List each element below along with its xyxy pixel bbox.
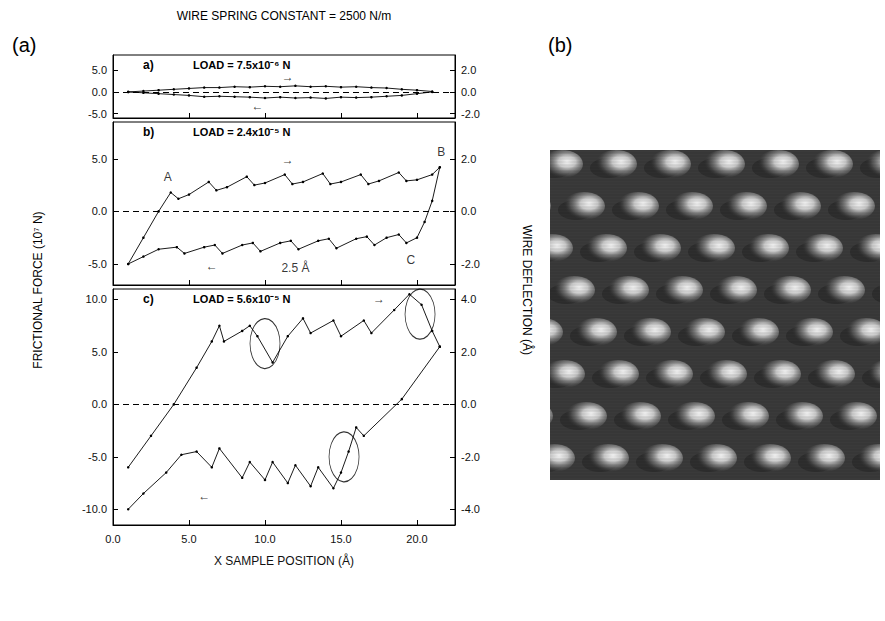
svg-text:X SAMPLE POSITION (Å): X SAMPLE POSITION (Å) <box>214 553 354 568</box>
svg-text:-4.0: -4.0 <box>461 503 480 515</box>
svg-text:20.0: 20.0 <box>406 533 427 545</box>
svg-text:5.0: 5.0 <box>181 533 196 545</box>
svg-text:-5.0: -5.0 <box>88 258 107 270</box>
svg-text:10.0: 10.0 <box>86 293 107 305</box>
svg-text:→: → <box>373 292 385 306</box>
svg-text:(a): (a) <box>12 34 36 56</box>
svg-text:0.0: 0.0 <box>92 398 107 410</box>
svg-text:15.0: 15.0 <box>330 533 351 545</box>
svg-text:0.0: 0.0 <box>461 398 476 410</box>
svg-text:5.0: 5.0 <box>92 153 107 165</box>
svg-text:A: A <box>164 170 172 184</box>
svg-text:5.0: 5.0 <box>92 346 107 358</box>
svg-text:LOAD = 2.4x10⁻⁵ N: LOAD = 2.4x10⁻⁵ N <box>193 126 291 138</box>
svg-text:←: ← <box>251 99 263 113</box>
svg-text:LOAD = 7.5x10⁻⁶ N: LOAD = 7.5x10⁻⁶ N <box>193 59 290 71</box>
svg-text:C: C <box>407 253 416 267</box>
svg-text:-2.0: -2.0 <box>461 451 480 463</box>
svg-text:←: ← <box>198 489 210 503</box>
svg-text:FRICTIONAL FORCE (10⁷ N): FRICTIONAL FORCE (10⁷ N) <box>31 211 45 368</box>
svg-text:c): c) <box>143 292 154 306</box>
svg-text:-2.0: -2.0 <box>461 108 480 120</box>
svg-text:B: B <box>437 145 445 159</box>
svg-text:2.5 Å: 2.5 Å <box>281 260 309 275</box>
svg-text:(b): (b) <box>548 34 572 56</box>
svg-text:10.0: 10.0 <box>254 533 275 545</box>
svg-text:0.0: 0.0 <box>461 205 476 217</box>
svg-text:5.0: 5.0 <box>92 64 107 76</box>
svg-text:4.0: 4.0 <box>461 293 476 305</box>
svg-text:0.0: 0.0 <box>461 86 476 98</box>
svg-text:0.0: 0.0 <box>105 533 120 545</box>
svg-text:2.0: 2.0 <box>461 153 476 165</box>
svg-text:→: → <box>282 153 294 167</box>
svg-text:-2.0: -2.0 <box>461 258 480 270</box>
svg-text:→: → <box>282 70 294 84</box>
svg-text:WIRE SPRING CONSTANT = 2500 N/: WIRE SPRING CONSTANT = 2500 N/m <box>177 9 392 23</box>
svg-text:←: ← <box>206 259 218 273</box>
svg-text:2.0: 2.0 <box>461 64 476 76</box>
svg-text:b): b) <box>143 125 154 139</box>
svg-text:WIRE DEFLECTION (Å): WIRE DEFLECTION (Å) <box>520 225 535 355</box>
svg-text:-5.0: -5.0 <box>88 108 107 120</box>
svg-text:2.0: 2.0 <box>461 346 476 358</box>
svg-text:a): a) <box>143 58 154 72</box>
svg-text:-10.0: -10.0 <box>82 503 107 515</box>
svg-text:LOAD = 5.6x10⁻⁵ N: LOAD = 5.6x10⁻⁵ N <box>193 293 291 305</box>
svg-text:0.0: 0.0 <box>92 86 107 98</box>
svg-text:-5.0: -5.0 <box>88 451 107 463</box>
svg-text:0.0: 0.0 <box>92 205 107 217</box>
